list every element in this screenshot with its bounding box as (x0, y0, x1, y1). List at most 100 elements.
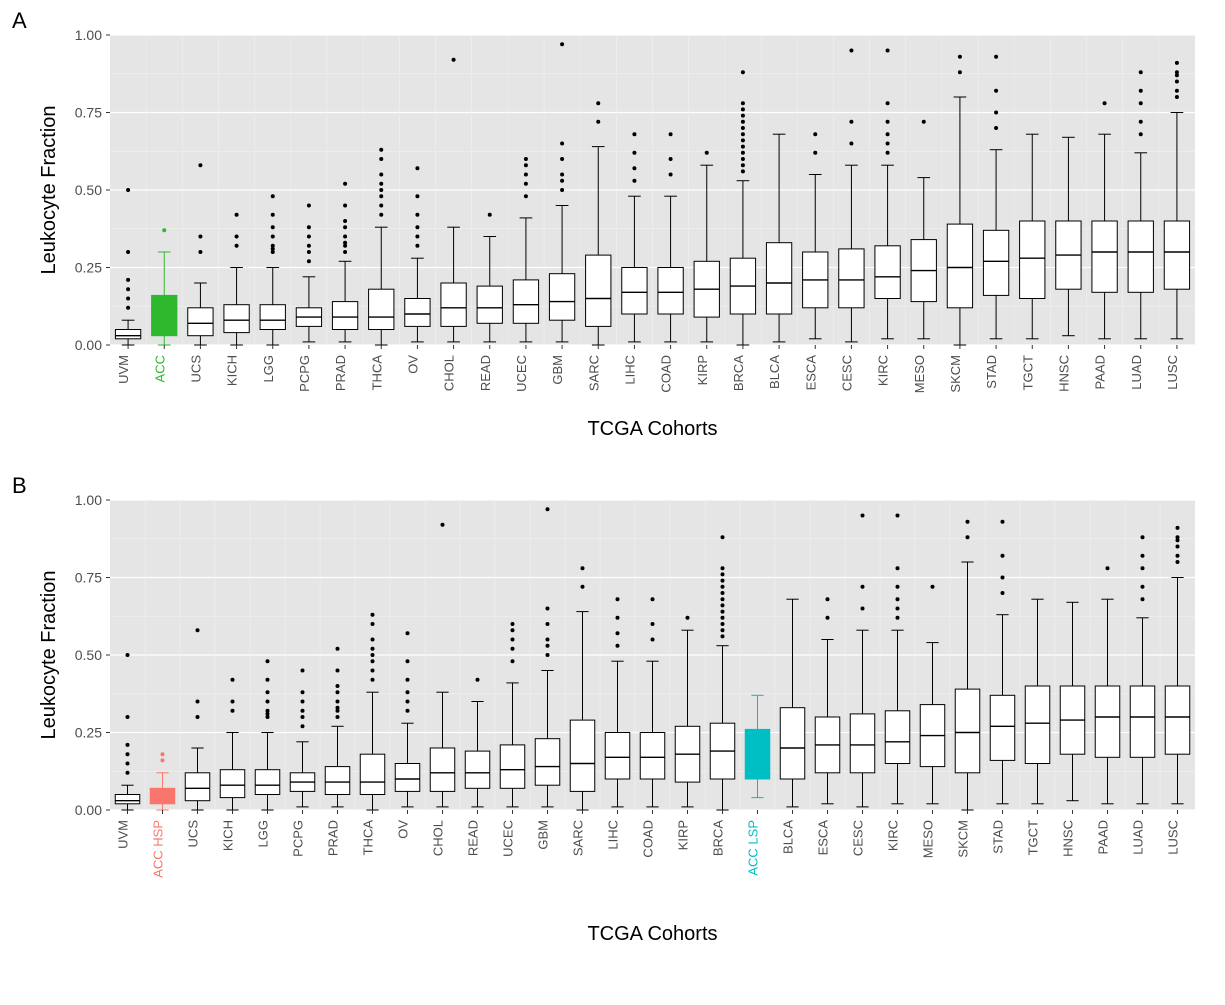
x-tick-label: THCA (361, 820, 376, 856)
outlier (651, 638, 655, 642)
outlier (524, 194, 528, 198)
box (1095, 686, 1120, 757)
outlier (406, 659, 410, 663)
box (640, 733, 665, 780)
outlier (126, 653, 130, 657)
figure-svg: A0.000.250.500.751.00Leukocyte FractionU… (0, 0, 1225, 1000)
outlier (301, 715, 305, 719)
outlier (1103, 101, 1107, 105)
outlier (1176, 535, 1180, 539)
x-tick-label: LUAD (1131, 820, 1146, 855)
outlier (721, 585, 725, 589)
outlier (1139, 89, 1143, 93)
outlier (1141, 585, 1145, 589)
y-axis-title: Leukocyte Fraction (38, 571, 60, 740)
outlier (126, 715, 130, 719)
outlier (896, 585, 900, 589)
outlier (198, 163, 202, 167)
outlier (336, 706, 340, 710)
outlier (126, 752, 130, 756)
box (658, 268, 683, 315)
box (152, 295, 177, 335)
y-tick-label: 0.75 (75, 105, 102, 121)
x-tick-label: SARC (586, 355, 601, 391)
outlier (196, 700, 200, 704)
outlier (524, 157, 528, 161)
outlier (371, 653, 375, 657)
outlier (741, 169, 745, 173)
outlier (198, 235, 202, 239)
x-axis-title: TCGA Cohorts (587, 418, 717, 440)
y-tick-label: 0.50 (75, 182, 102, 198)
outlier (406, 690, 410, 694)
outlier (379, 148, 383, 152)
box (990, 695, 1015, 760)
outlier (669, 132, 673, 136)
outlier (488, 213, 492, 217)
x-tick-label: PCPG (291, 820, 306, 857)
outlier (861, 585, 865, 589)
x-tick-label: LUSC (1166, 820, 1181, 855)
outlier (1139, 120, 1143, 124)
outlier (415, 166, 419, 170)
outlier (126, 771, 130, 775)
x-tick-label: UCS (186, 820, 201, 848)
outlier (301, 669, 305, 673)
x-tick-label: LIHC (622, 355, 637, 385)
outlier (546, 622, 550, 626)
x-tick-label: MESO (921, 820, 936, 858)
y-axis-title: Leukocyte Fraction (38, 106, 60, 275)
outlier (741, 126, 745, 130)
outlier (922, 120, 926, 124)
outlier (994, 55, 998, 59)
box (622, 268, 647, 315)
outlier (886, 120, 890, 124)
outlier (301, 709, 305, 713)
outlier (651, 622, 655, 626)
x-tick-label: PRAD (326, 820, 341, 856)
x-tick-label: ACC HSP (151, 820, 166, 878)
outlier (343, 225, 347, 229)
outlier (336, 684, 340, 688)
outlier (415, 213, 419, 217)
outlier (271, 194, 275, 198)
x-tick-label: READ (466, 820, 481, 856)
outlier (669, 173, 673, 177)
outlier (581, 566, 585, 570)
outlier (266, 700, 270, 704)
outlier (994, 126, 998, 130)
outlier (271, 235, 275, 239)
x-tick-label: GBM (550, 355, 565, 385)
outlier (560, 142, 564, 146)
outlier (1001, 554, 1005, 558)
outlier (1175, 61, 1179, 65)
outlier (161, 758, 165, 762)
outlier (741, 163, 745, 167)
outlier (958, 55, 962, 59)
box (549, 274, 574, 321)
x-tick-label: KICH (221, 820, 236, 851)
outlier (994, 89, 998, 93)
outlier (886, 101, 890, 105)
outlier (371, 647, 375, 651)
box (185, 773, 210, 801)
box (839, 249, 864, 308)
x-tick-label: HNSC (1061, 820, 1076, 857)
outlier (271, 213, 275, 217)
x-tick-label: SKCM (956, 820, 971, 858)
box (500, 745, 525, 788)
outlier (1106, 566, 1110, 570)
outlier (1139, 132, 1143, 136)
outlier (721, 591, 725, 595)
outlier (452, 58, 456, 62)
outlier (336, 647, 340, 651)
outlier (721, 535, 725, 539)
outlier (343, 241, 347, 245)
outlier (406, 631, 410, 635)
box (1092, 221, 1117, 292)
x-tick-label: PCPG (297, 355, 312, 392)
box (255, 770, 280, 795)
outlier (721, 610, 725, 614)
x-tick-label: SARC (571, 820, 586, 856)
outlier (415, 194, 419, 198)
